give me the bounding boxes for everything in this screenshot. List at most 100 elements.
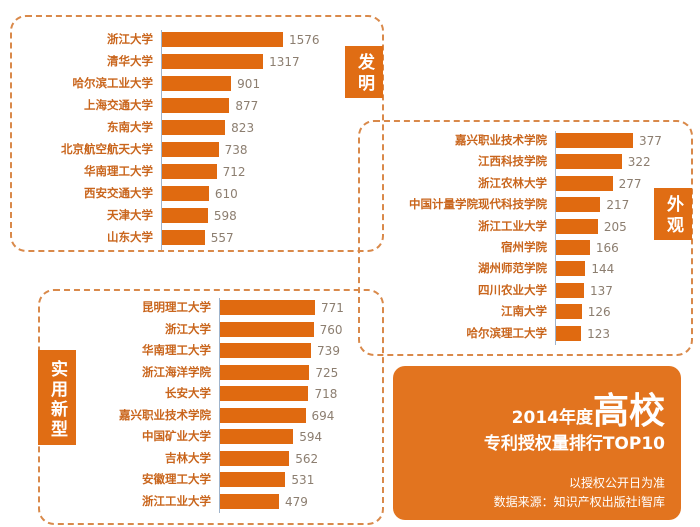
category-label: 哈尔滨理工大学: [466, 325, 548, 340]
bar: [556, 154, 622, 170]
bar: [220, 493, 280, 509]
bar: [220, 343, 312, 358]
category-label: 浙江工业大学: [478, 218, 547, 233]
category-label: 华南理工大学: [142, 343, 211, 357]
category-label: 江西科技学院: [478, 154, 547, 169]
bar: [162, 120, 226, 135]
bar: [556, 325, 582, 341]
value-label: 712: [222, 165, 246, 179]
category-label: 哈尔滨工业大学: [72, 76, 154, 90]
value-label: 531: [291, 473, 315, 487]
value-label: 277: [618, 176, 642, 191]
title-note: 以授权公开日为准: [568, 476, 665, 490]
value-label: 1317: [269, 55, 300, 69]
design-badge: 外观: [654, 188, 692, 240]
value-label: 760: [319, 322, 343, 337]
value-label: 718: [314, 387, 338, 401]
bar: [556, 218, 598, 234]
value-label: 126: [587, 305, 611, 320]
value-label: 123: [587, 326, 611, 341]
value-label: 594: [299, 430, 323, 444]
category-label: 中国矿业大学: [142, 429, 211, 443]
value-label: 205: [603, 219, 627, 234]
value-label: 694: [311, 408, 335, 423]
bar: [220, 386, 309, 401]
bar: [220, 364, 310, 380]
category-label: 嘉兴职业技术学院: [119, 407, 211, 422]
category-label: 清华大学: [107, 54, 153, 68]
value-label: 137: [589, 283, 613, 298]
value-label: 377: [639, 134, 662, 148]
category-label: 宿州学院: [501, 240, 547, 254]
category-label: 浙江大学: [165, 321, 211, 336]
bar: [220, 450, 290, 466]
design-panel: [358, 120, 693, 356]
category-label: 浙江农林大学: [478, 175, 547, 190]
bar: [162, 164, 217, 179]
value-label: 823: [231, 121, 255, 135]
bar: [220, 407, 306, 423]
category-label: 吉林大学: [165, 450, 211, 465]
bar: [220, 321, 314, 337]
bar: [556, 282, 584, 298]
category-label: 浙江工业大学: [142, 493, 211, 508]
bar: [556, 261, 586, 277]
category-label: 山东大学: [107, 230, 153, 244]
title-subtitle: 专利授权量排行TOP10: [483, 434, 665, 454]
value-label: 144: [591, 262, 615, 277]
category-label: 东南大学: [107, 120, 153, 134]
category-label: 长安大学: [165, 386, 211, 400]
value-label: 725: [315, 365, 339, 380]
y-axis-line: [219, 298, 220, 513]
title-year: 2014年度: [511, 408, 593, 428]
bar: [556, 133, 633, 148]
bar: [162, 186, 209, 201]
category-label: 江南大学: [501, 304, 547, 319]
invention-panel: [10, 15, 384, 252]
category-label: 北京航空航天大学: [61, 142, 153, 156]
title-headline: 高校: [592, 391, 665, 432]
bar: [220, 300, 315, 315]
category-label: 华南理工大学: [84, 164, 153, 178]
category-label: 湖州师范学院: [478, 261, 547, 276]
bar: [162, 32, 283, 47]
value-label: 610: [214, 187, 238, 201]
category-label: 四川农业大学: [478, 282, 547, 297]
bar: [162, 54, 264, 69]
invention-badge: 发明: [345, 46, 383, 98]
title-line: 2014年度高校: [512, 382, 665, 434]
category-label: 上海交通大学: [84, 98, 153, 112]
bar: [162, 208, 208, 223]
category-label: 天津大学: [107, 208, 153, 222]
bar: [162, 98, 230, 113]
category-label: 中国计量学院现代科技学院: [409, 197, 547, 212]
bar: [220, 472, 286, 487]
value-label: 771: [321, 301, 344, 315]
bar: [162, 142, 219, 157]
bar: [556, 197, 601, 213]
category-label: 浙江大学: [107, 32, 153, 46]
y-axis-line: [555, 131, 556, 345]
value-label: 322: [627, 155, 651, 170]
title-box: 2014年度高校 专利授权量排行TOP10 以授权公开日为准 数据来源：知识产权…: [393, 366, 681, 520]
category-label: 嘉兴职业技术学院: [455, 133, 547, 147]
value-label: 217: [606, 198, 630, 213]
value-label: 901: [237, 77, 261, 91]
value-label: 562: [295, 451, 319, 466]
utility-model-badge: 实用新型: [38, 350, 76, 445]
title-source: 数据来源：知识产权出版社i智库: [493, 495, 665, 509]
value-label: 1576: [289, 33, 320, 47]
bar: [556, 240, 590, 255]
bar: [556, 304, 582, 320]
category-label: 西安交通大学: [84, 186, 153, 200]
category-label: 浙江海洋学院: [142, 364, 211, 379]
bar: [162, 76, 232, 91]
category-label: 安徽理工大学: [142, 472, 211, 486]
value-label: 738: [224, 143, 248, 157]
value-label: 739: [317, 344, 340, 358]
value-label: 479: [285, 494, 308, 509]
value-label: 877: [235, 99, 259, 113]
value-label: 598: [213, 209, 237, 223]
y-axis-line: [161, 30, 162, 250]
category-label: 昆明理工大学: [142, 300, 211, 314]
